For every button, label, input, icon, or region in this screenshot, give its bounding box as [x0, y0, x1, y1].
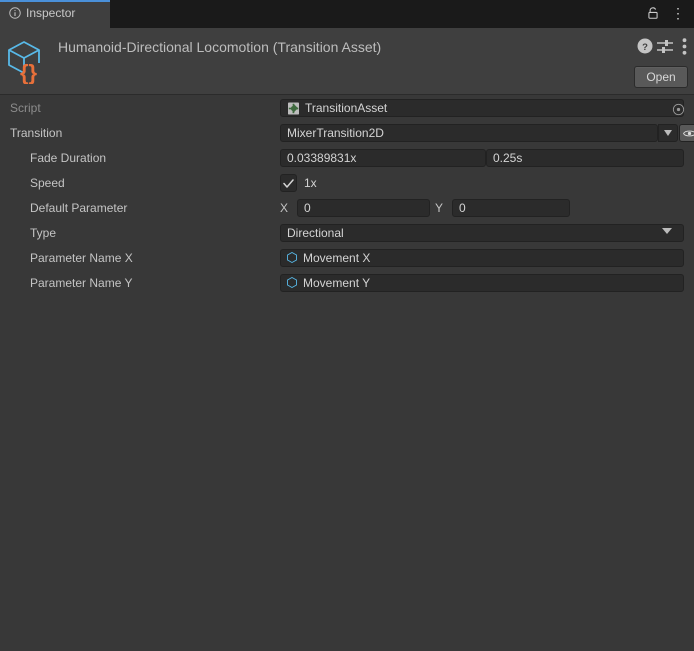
svg-text:?: ?: [642, 42, 648, 53]
svg-text:{}: {}: [20, 60, 38, 84]
